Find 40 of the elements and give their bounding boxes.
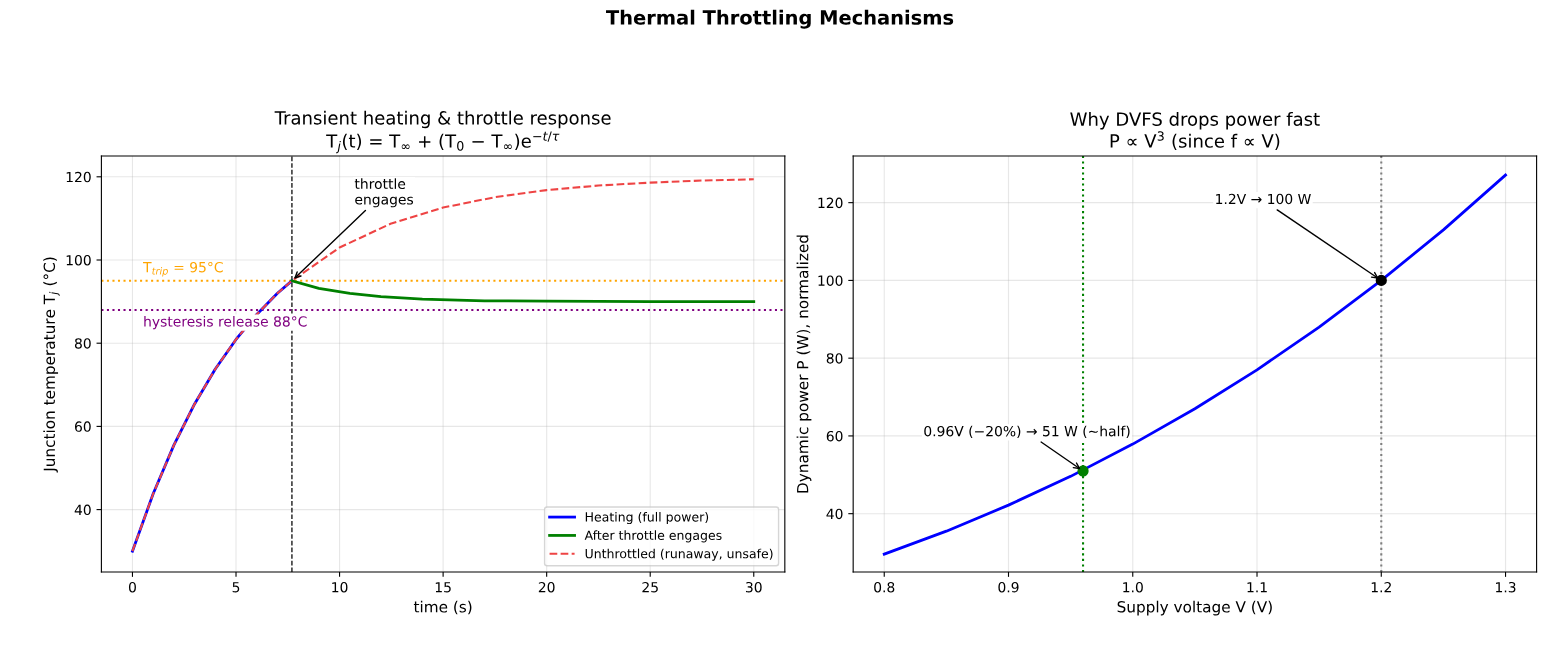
y-tick-label: 120 — [818, 197, 843, 209]
x-tick-label: 15 — [435, 582, 451, 593]
y-axis-title: Dynamic power P (W), normalized — [796, 235, 812, 493]
annotation: throttle engages — [354, 178, 414, 208]
ref-line-label: hysteresis release 88°C — [144, 315, 307, 330]
x-tick-label: 20 — [538, 581, 555, 593]
x-tick-label: 0.8 — [874, 581, 895, 593]
x-axis-title: Supply voltage V (V) — [1117, 600, 1272, 616]
x-tick-label: 10 — [332, 581, 348, 593]
chart-subtitle: P ∝ V$^{3}$ (since f ∝ V) — [1110, 131, 1280, 150]
x-tick-label: 1.0 — [1123, 581, 1143, 593]
x-axis-title: time (s) — [413, 600, 472, 615]
text: Thermal Throttling Mechanisms — [606, 9, 954, 29]
y-tick-label: 80 — [74, 338, 91, 349]
x-tick-label: 0.9 — [998, 581, 1019, 593]
x-tick-label: 25 — [642, 581, 658, 593]
y-tick-label: 100 — [66, 254, 91, 266]
y-tick-label: 40 — [826, 508, 843, 520]
legend-label: Unthrottled (runaway, unsafe) — [585, 548, 773, 561]
chart-title: Transient heating & throttle response — [274, 110, 611, 129]
x-tick-label: 0 — [128, 581, 136, 593]
chart-title: Why DVFS drops power fast — [1070, 111, 1320, 130]
x-tick-label: 1.2 — [1371, 581, 1391, 593]
y-tick-label: 60 — [74, 421, 91, 432]
ref-line-label: T$_{trip}$ = 95°C — [143, 261, 223, 277]
annotation: 0.96V (−20%) → 51 W (~half) — [924, 425, 1130, 439]
text: T$_{j}$(t) = T$_{∞}$ + (T$_{0}$ − T$_{∞}$)e$^{−t/τ}$ — [326, 131, 560, 154]
y-tick-label: 80 — [826, 353, 843, 364]
x-tick-label: 1.3 — [1496, 581, 1516, 593]
y-tick-label: 60 — [826, 430, 843, 442]
y-tick-label: 40 — [74, 504, 91, 516]
x-tick-label: 5 — [232, 582, 240, 593]
y-tick-label: 120 — [66, 171, 91, 183]
y-axis-title: Junction temperature T$_{j}$ (°C) — [43, 257, 60, 473]
x-tick-label: 1.1 — [1247, 582, 1267, 593]
legend-label: After throttle engages — [584, 530, 722, 543]
annotation: 1.2V → 100 W — [1216, 193, 1311, 205]
y-tick-label: 100 — [818, 275, 843, 286]
x-tick-label: 30 — [745, 581, 762, 593]
legend-label: Heating (full power) — [585, 511, 709, 525]
